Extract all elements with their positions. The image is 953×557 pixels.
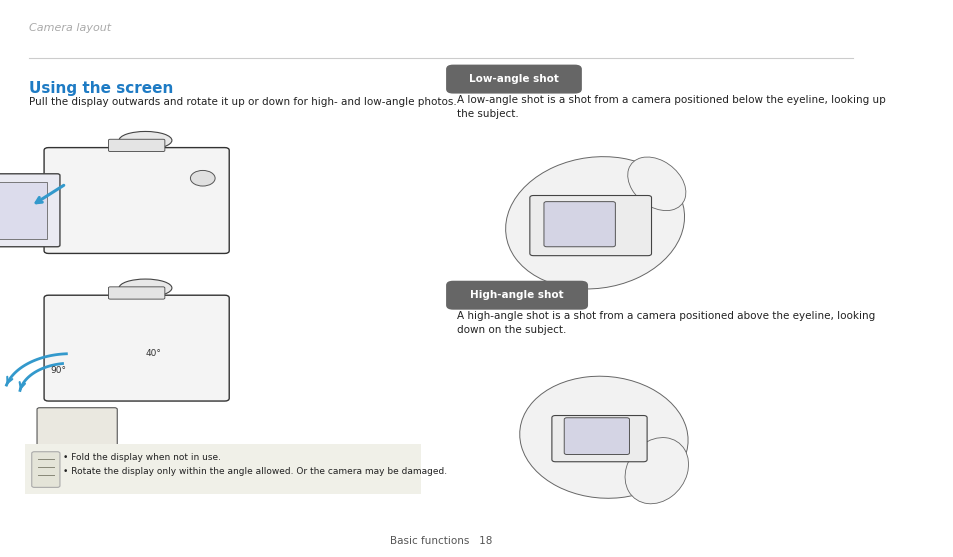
Text: 90°: 90° [51,366,66,375]
Ellipse shape [624,438,688,504]
Text: Basic functions   18: Basic functions 18 [389,536,492,546]
Ellipse shape [505,157,684,289]
Text: Pull the display outwards and rotate it up or down for high- and low-angle photo: Pull the display outwards and rotate it … [29,97,456,108]
Circle shape [191,170,214,186]
FancyBboxPatch shape [529,196,651,256]
Text: Camera layout: Camera layout [29,23,112,33]
FancyBboxPatch shape [0,182,47,239]
Text: • Fold the display when not in use.
• Rotate the display only within the angle a: • Fold the display when not in use. • Ro… [63,453,446,476]
Text: Low-angle shot: Low-angle shot [469,74,558,84]
FancyBboxPatch shape [446,281,587,310]
FancyBboxPatch shape [552,416,646,462]
FancyBboxPatch shape [446,65,581,94]
FancyBboxPatch shape [25,444,421,494]
Text: 40°: 40° [145,349,161,358]
FancyBboxPatch shape [0,174,60,247]
Ellipse shape [119,279,172,297]
FancyBboxPatch shape [109,139,165,152]
FancyBboxPatch shape [44,295,229,401]
Text: High-angle shot: High-angle shot [469,290,563,300]
Ellipse shape [519,376,687,499]
FancyBboxPatch shape [109,287,165,299]
Ellipse shape [627,157,685,211]
FancyBboxPatch shape [543,202,615,247]
FancyBboxPatch shape [563,418,629,455]
Text: A high-angle shot is a shot from a camera positioned above the eyeline, looking
: A high-angle shot is a shot from a camer… [456,311,874,335]
FancyBboxPatch shape [31,452,60,487]
FancyBboxPatch shape [37,408,117,464]
Text: Using the screen: Using the screen [29,81,173,96]
Text: A low-angle shot is a shot from a camera positioned below the eyeline, looking u: A low-angle shot is a shot from a camera… [456,95,884,119]
Ellipse shape [119,131,172,149]
FancyBboxPatch shape [44,148,229,253]
